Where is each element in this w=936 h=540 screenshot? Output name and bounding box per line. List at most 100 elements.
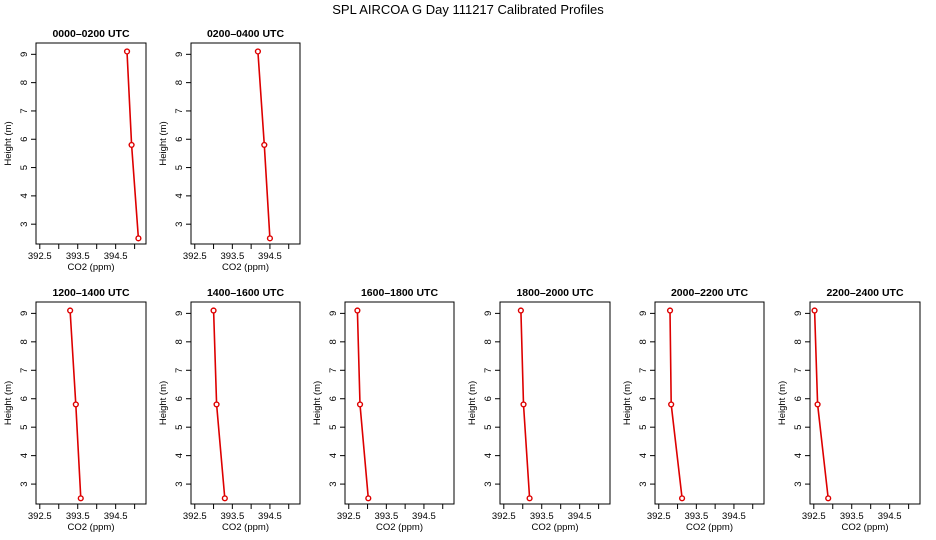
plot-frame bbox=[344, 301, 455, 505]
y-tick-label: 6 bbox=[483, 396, 494, 401]
y-axis-label: Height (m) bbox=[3, 121, 14, 165]
x-axis-label: CO2 (ppm) bbox=[68, 522, 115, 533]
x-tick-label: 393.5 bbox=[374, 511, 398, 522]
plot-frame bbox=[35, 42, 147, 245]
y-tick-label: 3 bbox=[638, 481, 649, 486]
x-tick-label: 393.5 bbox=[840, 511, 864, 522]
y-tick-label: 4 bbox=[174, 193, 185, 198]
y-tick-label: 9 bbox=[174, 52, 185, 57]
x-tick-label: 392.5 bbox=[492, 511, 516, 522]
profile-point bbox=[123, 48, 131, 55]
y-tick-label: 7 bbox=[174, 108, 185, 113]
y-tick-label: 8 bbox=[19, 80, 30, 85]
plot-frame bbox=[499, 301, 611, 505]
profile-point bbox=[666, 307, 674, 314]
x-tick-label: 392.5 bbox=[647, 511, 671, 522]
y-tick-label: 4 bbox=[793, 453, 804, 458]
profile-point bbox=[668, 401, 675, 408]
x-tick-label: 392.5 bbox=[337, 511, 361, 522]
x-tick-label: 393.5 bbox=[220, 511, 244, 522]
x-axis-label: CO2 (ppm) bbox=[376, 522, 423, 533]
y-tick-label: 3 bbox=[174, 222, 185, 227]
y-tick-label: 5 bbox=[483, 425, 494, 430]
panel-title: 1600–1800 UTC bbox=[361, 287, 438, 299]
y-tick-label: 3 bbox=[483, 481, 494, 486]
y-tick-label: 4 bbox=[19, 453, 30, 458]
x-axis-label: CO2 (ppm) bbox=[532, 522, 579, 533]
y-tick-label: 8 bbox=[793, 339, 804, 344]
y-tick-label: 7 bbox=[793, 368, 804, 373]
x-tick-label: 394.5 bbox=[258, 511, 282, 522]
y-axis-label: Height (m) bbox=[312, 381, 323, 425]
y-tick-label: 6 bbox=[19, 137, 30, 142]
y-tick-label: 5 bbox=[328, 425, 339, 430]
x-tick-label: 393.5 bbox=[66, 251, 90, 262]
x-tick-label: 394.5 bbox=[104, 251, 128, 262]
y-tick-label: 8 bbox=[328, 339, 339, 344]
plot-frame bbox=[190, 301, 301, 505]
y-tick-label: 4 bbox=[174, 453, 185, 458]
y-tick-label: 5 bbox=[174, 165, 185, 170]
profile-point bbox=[825, 495, 832, 502]
profile-point bbox=[811, 307, 818, 314]
x-tick-label: 392.5 bbox=[183, 251, 207, 262]
profile-point bbox=[210, 307, 217, 314]
x-axis-label: CO2 (ppm) bbox=[222, 262, 269, 273]
y-tick-label: 5 bbox=[793, 425, 804, 430]
y-tick-label: 7 bbox=[19, 368, 30, 373]
y-tick-label: 7 bbox=[483, 368, 494, 373]
panel-title: 0200–0400 UTC bbox=[207, 28, 284, 40]
y-tick-label: 4 bbox=[483, 453, 494, 458]
profile-point bbox=[261, 141, 268, 149]
y-axis-label: Height (m) bbox=[158, 381, 169, 425]
y-axis-label: Height (m) bbox=[777, 381, 788, 425]
y-tick-label: 4 bbox=[328, 453, 339, 458]
x-tick-label: 392.5 bbox=[28, 251, 52, 262]
y-tick-label: 9 bbox=[328, 311, 339, 316]
profile-point bbox=[526, 495, 533, 502]
panel-title: 0000–0200 UTC bbox=[52, 28, 129, 40]
profile-point bbox=[266, 235, 274, 242]
y-tick-label: 6 bbox=[328, 396, 339, 401]
y-axis-label: Height (m) bbox=[158, 121, 169, 165]
main-title: SPL AIRCOA G Day 111217 Calibrated Profi… bbox=[332, 2, 604, 17]
y-tick-label: 5 bbox=[174, 425, 185, 430]
plot-frame bbox=[190, 42, 301, 245]
profile-point bbox=[678, 495, 686, 502]
y-tick-label: 8 bbox=[174, 80, 185, 85]
profile-point bbox=[77, 495, 84, 502]
panel-title: 1200–1400 UTC bbox=[52, 287, 129, 299]
y-tick-label: 6 bbox=[174, 137, 185, 142]
y-tick-label: 5 bbox=[638, 425, 649, 430]
x-tick-label: 393.5 bbox=[530, 511, 554, 522]
y-tick-label: 8 bbox=[483, 339, 494, 344]
x-tick-label: 393.5 bbox=[220, 251, 244, 262]
x-tick-label: 392.5 bbox=[802, 511, 826, 522]
panel-title: 1800–2000 UTC bbox=[516, 287, 593, 299]
x-axis-label: CO2 (ppm) bbox=[686, 522, 733, 533]
x-tick-label: 394.5 bbox=[104, 511, 128, 522]
y-tick-label: 6 bbox=[793, 396, 804, 401]
y-tick-label: 3 bbox=[793, 481, 804, 486]
profile-point bbox=[520, 401, 527, 408]
y-tick-label: 7 bbox=[19, 108, 30, 113]
panel-title: 2200–2400 UTC bbox=[826, 287, 903, 299]
y-tick-label: 5 bbox=[19, 165, 30, 170]
y-tick-label: 9 bbox=[638, 311, 649, 316]
y-tick-label: 9 bbox=[19, 311, 30, 316]
x-tick-label: 394.5 bbox=[412, 511, 436, 522]
y-tick-label: 4 bbox=[19, 193, 30, 198]
profile-point bbox=[356, 401, 364, 408]
y-axis-label: Height (m) bbox=[467, 381, 478, 425]
y-tick-label: 3 bbox=[174, 481, 185, 486]
x-tick-label: 394.5 bbox=[878, 511, 902, 522]
x-tick-label: 394.5 bbox=[568, 511, 592, 522]
profile-point bbox=[67, 307, 74, 314]
